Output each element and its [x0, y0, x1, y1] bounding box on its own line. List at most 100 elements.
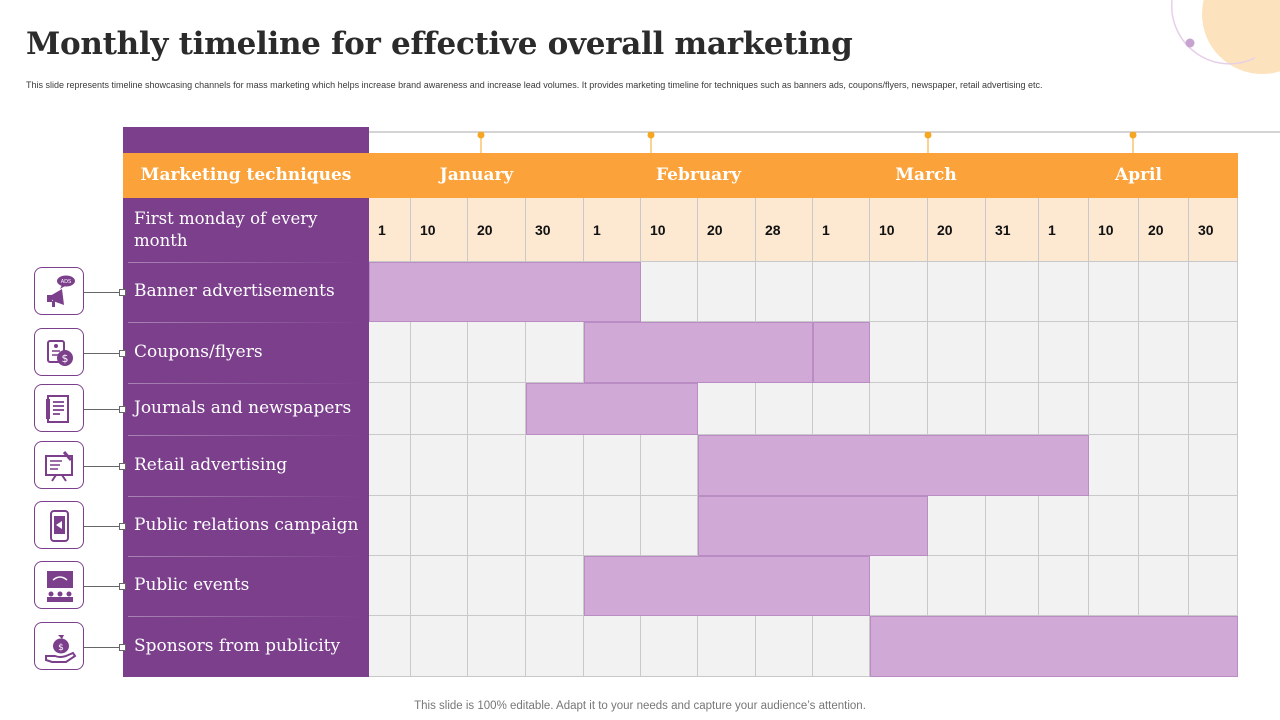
grid-cell — [986, 556, 1039, 616]
grid-cell — [986, 496, 1039, 556]
deco-orange-circle — [1202, 0, 1280, 74]
activity-bar — [870, 616, 1238, 677]
icon-box: ADS — [34, 267, 84, 315]
day-cell: 30 — [526, 198, 584, 262]
grid-cell — [813, 262, 870, 322]
grid-cell — [870, 556, 928, 616]
grid-cell — [813, 383, 870, 435]
technique-label: Public events — [134, 575, 250, 595]
connector-node — [119, 644, 126, 651]
grid-cell — [411, 435, 468, 496]
grid-cell — [1039, 556, 1089, 616]
day-cell: 1 — [813, 198, 870, 262]
connector-line — [84, 647, 119, 648]
grid-cell — [526, 435, 584, 496]
grid-cell — [1139, 556, 1189, 616]
icon-box: $ — [34, 327, 84, 376]
month-label-april: April — [1115, 165, 1162, 185]
month-marker-dot — [477, 131, 485, 139]
grid-cell — [369, 556, 411, 616]
grid-cell — [1139, 322, 1189, 383]
technique-label: Public relations campaign — [134, 515, 359, 535]
grid-cell — [641, 435, 698, 496]
activity-bar — [369, 262, 641, 322]
month-marker-dot — [647, 131, 655, 139]
connector-node — [119, 289, 126, 296]
activity-bar — [698, 435, 1089, 496]
grid-cell — [698, 383, 756, 435]
grid-cell — [1089, 496, 1139, 556]
grid-cell — [1189, 262, 1238, 322]
grid-cell — [870, 322, 928, 383]
grid-cell — [756, 616, 813, 677]
technique-label: Retail advertising — [134, 454, 288, 475]
grid-cell — [411, 496, 468, 556]
day-cell: 30 — [1189, 198, 1238, 262]
grid-cell — [526, 496, 584, 556]
icon-box — [34, 561, 84, 609]
grid-cell — [986, 262, 1039, 322]
row-separator — [128, 383, 364, 384]
grid-cell — [369, 383, 411, 435]
grid-cell — [584, 616, 641, 677]
grid-cell — [369, 322, 411, 383]
grid-cell — [369, 616, 411, 677]
grid-cell — [1189, 435, 1238, 496]
grid-cell — [411, 322, 468, 383]
grid-cell — [468, 496, 526, 556]
technique-label: Sponsors from publicity — [134, 635, 341, 656]
activity-bar — [584, 556, 870, 616]
day-cell: 10 — [870, 198, 928, 262]
grid-cell — [641, 616, 698, 677]
connector-line — [84, 409, 119, 410]
icon-box — [34, 384, 84, 432]
grid-cell — [1189, 322, 1238, 383]
grid-cell — [468, 322, 526, 383]
day-cell: 20 — [928, 198, 986, 262]
day-cell: 20 — [1139, 198, 1189, 262]
activity-bar — [584, 322, 813, 383]
day-cell: 10 — [641, 198, 698, 262]
grid-cell — [641, 496, 698, 556]
svg-text:$: $ — [62, 352, 69, 365]
day-cell: 10 — [1089, 198, 1139, 262]
grid-cell — [698, 616, 756, 677]
connector-node — [119, 583, 126, 590]
connector-node — [119, 523, 126, 530]
grid-cell — [1039, 322, 1089, 383]
grid-cell — [526, 322, 584, 383]
day-cell: 10 — [411, 198, 468, 262]
grid-cell — [1039, 262, 1089, 322]
newspaper-icon — [46, 395, 69, 423]
page-title: Monthly timeline for effective overall m… — [26, 26, 853, 62]
day-cell: 31 — [986, 198, 1039, 262]
day-cell: 1 — [1039, 198, 1089, 262]
deco-arc — [1170, 0, 1256, 65]
activity-bar — [526, 383, 698, 435]
megaphone-ads-icon: ADS — [47, 275, 75, 307]
month-label-january: January — [439, 165, 514, 185]
deco-dot — [1185, 38, 1195, 48]
grid-cell — [369, 496, 411, 556]
month-label-february: February — [655, 165, 742, 185]
grid-cell — [468, 556, 526, 616]
grid-cell — [928, 322, 986, 383]
grid-cell — [813, 616, 870, 677]
technique-label: Banner advertisements — [134, 281, 335, 301]
connector-node — [119, 406, 126, 413]
grid-cell — [1089, 435, 1139, 496]
activity-bar — [698, 496, 928, 556]
mobile-megaphone-icon — [50, 510, 69, 542]
page-subtitle: This slide represents timeline showcasin… — [26, 80, 1043, 90]
row-separator — [128, 556, 364, 557]
grid-cell — [870, 383, 928, 435]
grid-cell — [986, 383, 1039, 435]
grid-cell — [411, 556, 468, 616]
grid-cell — [584, 435, 641, 496]
month-label-march: March — [895, 165, 957, 185]
connector-node — [119, 350, 126, 357]
grid-cell — [1189, 496, 1238, 556]
grid-cell — [1189, 556, 1238, 616]
first-monday-label: First monday of every month — [134, 209, 318, 250]
grid-cell — [411, 616, 468, 677]
